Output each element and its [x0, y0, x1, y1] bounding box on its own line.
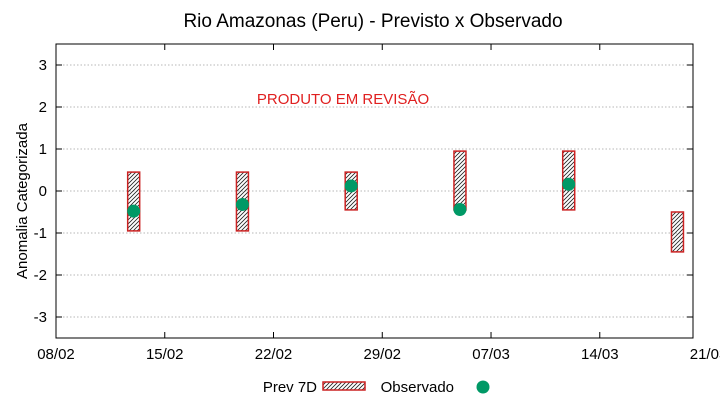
observado-point: [127, 204, 141, 218]
prev-7d-bar: [453, 150, 467, 211]
observado-point: [562, 177, 576, 191]
grid: [56, 64, 693, 318]
y-tick-label: 2: [39, 99, 47, 116]
y-tick-label: 3: [39, 57, 47, 74]
y-axis-label: Anomalia Categorizada: [14, 122, 31, 279]
legend-swatch-prev-7d: [322, 381, 366, 391]
x-tick-label: 07/03: [472, 346, 510, 363]
annotation-produto-em-revisao: PRODUTO EM REVISÃO: [257, 91, 429, 108]
y-tick-label: 1: [39, 141, 47, 158]
y-tick-label: -2: [34, 267, 47, 284]
y-tick-label: 0: [39, 183, 47, 200]
observado-point: [453, 202, 467, 216]
y-tick-label: -1: [34, 225, 47, 242]
prev-7d-series: [126, 150, 685, 253]
chart-title: Rio Amazonas (Peru) - Previsto x Observa…: [183, 11, 562, 32]
observado-point: [344, 179, 358, 193]
observado-series: [127, 177, 576, 218]
y-tick-label: -3: [34, 309, 47, 326]
x-tick-label: 22/02: [255, 346, 293, 363]
legend-label-prev-7d: Prev 7D: [263, 379, 317, 396]
x-tick-label: 08/02: [37, 346, 75, 363]
x-tick-label: 14/03: [581, 346, 619, 363]
plot-frame: [55, 43, 694, 339]
x-tick-label: 29/02: [363, 346, 401, 363]
legend-swatch-observado: [476, 380, 490, 394]
legend-label-observado: Observado: [381, 379, 454, 396]
legend: Prev 7D Observado: [263, 379, 490, 396]
x-axis-ticks: 08/02 15/02 22/02 29/02 07/03 14/03 21/03: [37, 44, 720, 363]
observado-point: [235, 197, 249, 211]
x-tick-label: 21/03: [690, 346, 720, 363]
y-axis-ticks: 3 2 1 0 -1 -2 -3: [34, 57, 693, 326]
prev-7d-bar: [670, 211, 685, 253]
prev-7d-bar: [126, 171, 141, 232]
x-tick-label: 15/02: [146, 346, 184, 363]
